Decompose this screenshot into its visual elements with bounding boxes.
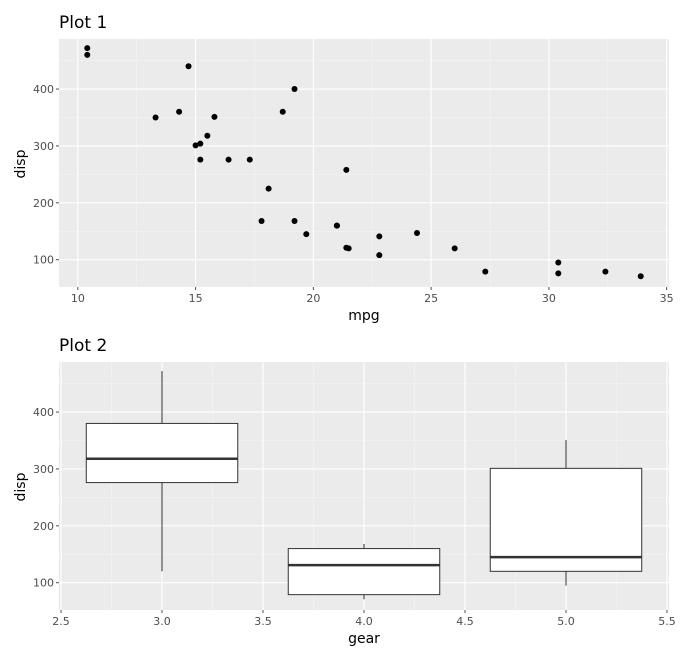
plot-1-title: Plot 1 (59, 13, 107, 33)
data-point (176, 108, 183, 115)
data-point (204, 132, 211, 139)
data-point (197, 140, 204, 147)
data-point (303, 231, 310, 238)
data-point (211, 113, 218, 120)
data-point (246, 156, 253, 163)
plot-1-panel (59, 39, 669, 287)
y-tick-label: 300 (33, 140, 54, 153)
plot-1-points (84, 45, 644, 280)
x-tick-label: 20 (306, 292, 320, 305)
data-point (258, 218, 265, 225)
y-tick-label: 100 (33, 254, 54, 267)
data-point (84, 45, 91, 52)
plot-2-title: Plot 2 (59, 336, 107, 356)
plot-1-y-ticks: 100 200 300 400 (33, 83, 59, 267)
data-point (376, 233, 383, 240)
data-point (291, 86, 298, 93)
x-tick-label: 5.0 (557, 615, 575, 628)
plot-1-y-axis-label: disp (13, 149, 29, 178)
data-point (345, 245, 352, 252)
x-tick-label: 2.5 (52, 615, 70, 628)
x-tick-label: 4.5 (456, 615, 474, 628)
data-point (152, 114, 159, 121)
x-tick-label: 15 (189, 292, 203, 305)
box-body (287, 548, 441, 596)
box-body (489, 467, 643, 572)
plot-1-grid (59, 39, 669, 287)
x-tick-label: 5.5 (658, 615, 676, 628)
data-point (555, 259, 562, 266)
plot-2-x-ticks: 2.5 3.0 3.5 4.0 4.5 5.0 5.5 (52, 610, 676, 628)
data-point (451, 245, 458, 252)
data-point (225, 156, 232, 163)
data-point (84, 51, 91, 58)
x-tick-label: 3.0 (153, 615, 171, 628)
plot-2-x-axis-label: gear (348, 631, 380, 647)
data-point (333, 222, 340, 229)
plot-1-scatter: Plot 1 10 15 20 25 30 35 100 200 300 400 mpg dis… (13, 13, 674, 324)
data-point (376, 252, 383, 259)
data-point (413, 229, 420, 236)
plot-2-boxes (85, 371, 643, 600)
y-tick-label: 300 (33, 463, 54, 476)
x-tick-label: 25 (424, 292, 438, 305)
y-tick-label: 400 (33, 406, 54, 419)
data-point (291, 218, 298, 225)
x-tick-label: 30 (542, 292, 556, 305)
plot-2-boxplot: Plot 2 2.5 3.0 3.5 4.0 4.5 5.0 5.5 100 200 300 40… (13, 336, 676, 647)
data-point (279, 108, 286, 115)
y-tick-label: 100 (33, 577, 54, 590)
box-body (85, 422, 239, 484)
data-point (185, 63, 192, 70)
box-gear-5 (489, 439, 643, 586)
y-tick-label: 200 (33, 520, 54, 533)
box-gear-3 (85, 371, 239, 572)
data-point (602, 268, 609, 275)
data-point (555, 270, 562, 277)
plot-2-y-ticks: 100 200 300 400 (33, 406, 59, 590)
y-tick-label: 200 (33, 197, 54, 210)
plot-1-x-axis-label: mpg (348, 308, 379, 324)
data-point (343, 166, 350, 173)
data-point (197, 156, 204, 163)
box-gear-4 (287, 544, 441, 600)
data-point (265, 185, 272, 192)
x-tick-label: 35 (660, 292, 674, 305)
data-point (482, 268, 489, 275)
data-point (637, 273, 644, 280)
data-point (192, 142, 199, 149)
plot-1-x-ticks: 10 15 20 25 30 35 (71, 287, 674, 305)
x-tick-label: 10 (71, 292, 85, 305)
x-tick-label: 4.0 (355, 615, 373, 628)
y-tick-label: 400 (33, 83, 54, 96)
x-tick-label: 3.5 (254, 615, 272, 628)
plot-2-y-axis-label: disp (13, 472, 29, 501)
